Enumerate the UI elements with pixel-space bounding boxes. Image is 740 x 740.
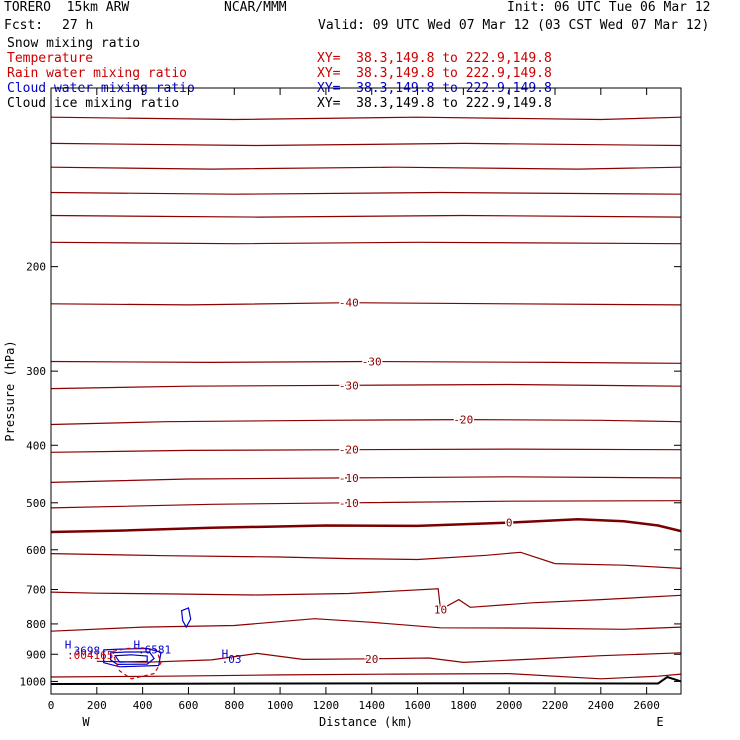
isotherm-line [50, 214, 682, 218]
y-tick-label: 800 [26, 618, 46, 631]
rain-water-contour [112, 647, 162, 680]
y-tick-label: 500 [26, 497, 46, 510]
contour-label: 0 [506, 517, 513, 530]
x-tick-label: 0 [48, 699, 55, 712]
y-tick-label: 900 [26, 648, 46, 661]
x-tick-label: 800 [224, 699, 244, 712]
isotherm-line [50, 116, 682, 121]
plot-frame [50, 87, 682, 695]
contour-label: -10 [339, 472, 359, 485]
x-tick-label: 1200 [313, 699, 340, 712]
extremum-label: .3698 [67, 645, 100, 658]
y-tick-label: 200 [26, 261, 46, 274]
isotherm-line [50, 551, 682, 569]
cloud-water-contour [113, 654, 148, 663]
y-tick-label: 700 [26, 584, 46, 597]
isotherm-line [50, 518, 682, 534]
model-title: TORERO 15km ARW [4, 0, 130, 15]
cloud-water-contour [110, 651, 155, 666]
isotherm-line [50, 672, 682, 680]
x-axis-right-label: E [656, 715, 663, 729]
contour-label: -20 [453, 414, 473, 427]
extremum-label: .03 [222, 653, 242, 666]
x-tick-label: 1000 [267, 699, 294, 712]
extremum-label: .6581 [138, 644, 171, 657]
terrain-line [50, 675, 682, 685]
isotherm-line [50, 618, 682, 632]
contour-label: 20 [365, 653, 378, 666]
x-tick-label: 200 [87, 699, 107, 712]
x-tick-label: 600 [179, 699, 199, 712]
cloud-water-contour [180, 607, 192, 629]
field-label-snow: Snow mixing ratio [7, 36, 141, 51]
label-layer: -40-30-30-20-20-10-1001020H.3698.004165H… [65, 295, 514, 667]
x-tick-label: 2000 [496, 699, 523, 712]
valid-time: Valid: 09 UTC Wed 07 Mar 12 (03 CST Wed … [318, 18, 710, 33]
x-tick-label: 1400 [358, 699, 385, 712]
contour-label: -30 [339, 379, 359, 392]
isotherm-line [50, 383, 682, 390]
fcst-label: Fcst: [4, 18, 44, 33]
y-tick-label: 600 [26, 544, 46, 557]
y-tick-label: 400 [26, 439, 46, 452]
x-tick-label: 2200 [542, 699, 569, 712]
isotherm-line [50, 191, 682, 195]
field-xy-rain: XY= 38.3,149.8 to 222.9,149.8 [317, 66, 552, 81]
x-tick-label: 400 [133, 699, 153, 712]
contour-label: -10 [339, 497, 359, 510]
x-tick-label: 2600 [633, 699, 660, 712]
center-title: NCAR/MMM [224, 0, 287, 15]
extremum-label: H [222, 648, 229, 661]
field-label-temperature: Temperature [7, 51, 94, 66]
isotherm-line [50, 476, 682, 483]
isotherm-line [50, 418, 682, 426]
x-tick-label: 1800 [450, 699, 477, 712]
x-tick-label: 1600 [404, 699, 431, 712]
field-label-cloud-ice: Cloud ice mixing ratio [7, 96, 180, 111]
extremum-label: H [65, 638, 72, 651]
contour-label: 10 [434, 604, 447, 617]
isotherm-line [96, 652, 682, 664]
contour-label: -30 [362, 356, 382, 369]
extremum-label: .004165 [67, 649, 113, 662]
x-axis-left-label: W [82, 715, 90, 729]
init-time: Init: 06 UTC Tue 06 Mar 12 [507, 0, 711, 15]
isotherm-line [50, 448, 682, 453]
y-tick-label: 300 [26, 365, 46, 378]
isotherm-line [50, 302, 682, 306]
isotherm-line [50, 142, 682, 147]
y-tick-label: 1000 [20, 675, 47, 688]
fcst-value: 27 h [62, 18, 94, 33]
field-xy-temperature: XY= 38.3,149.8 to 222.9,149.8 [317, 51, 552, 66]
field-label-rain: Rain water mixing ratio [7, 66, 188, 81]
isotherm-line [50, 588, 682, 611]
contour-label: -40 [339, 297, 359, 310]
x-axis-title: Distance (km) [319, 715, 413, 729]
contour-layer [50, 116, 682, 685]
y-axis-title: Pressure (hPa) [3, 340, 17, 441]
x-axis: 0 200 400 600 800 1000 1200 1400 1600 1800 2000 220… [48, 88, 660, 712]
contour-label: -20 [339, 444, 359, 457]
cloud-water-contour [103, 647, 162, 668]
extremum-label: H [133, 638, 140, 651]
field-xy-cloud-ice: XY= 38.3,149.8 to 222.9,149.8 [317, 96, 552, 111]
isotherm-line [50, 500, 682, 509]
isotherm-line [50, 166, 682, 170]
x-tick-label: 2400 [588, 699, 615, 712]
isotherm-line [50, 360, 682, 364]
isotherm-line [50, 241, 682, 245]
